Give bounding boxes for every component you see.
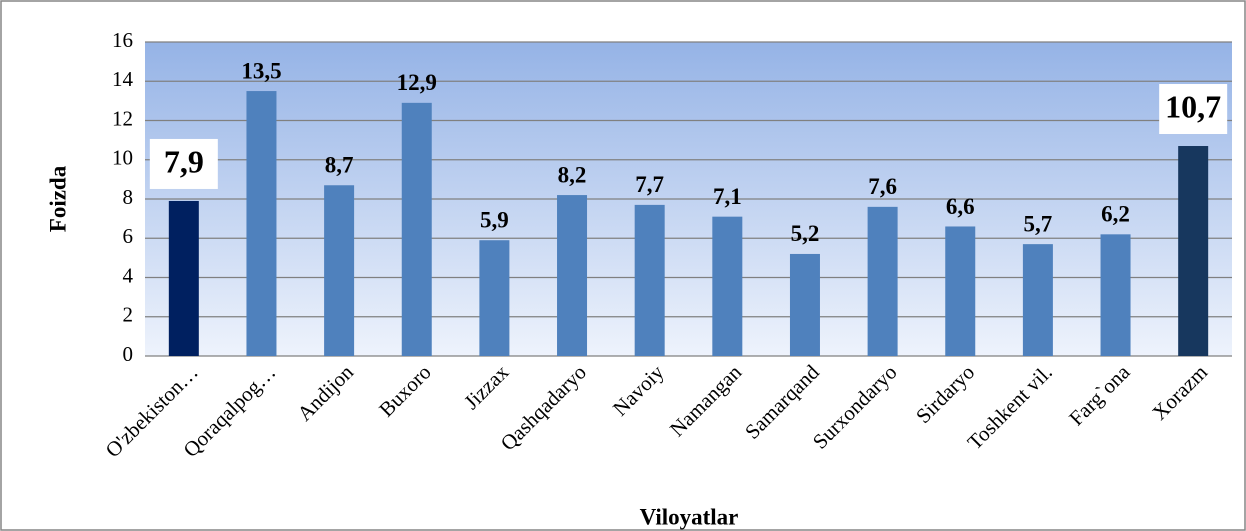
value-label: 8,7: [325, 153, 354, 178]
value-label: 7,7: [635, 172, 664, 197]
value-label: 7,9: [164, 143, 204, 179]
value-label: 6,2: [1101, 202, 1130, 227]
y-tick-label: 16: [112, 28, 133, 52]
y-tick-label: 0: [123, 342, 134, 366]
value-label: 7,6: [868, 174, 897, 199]
bar: [1022, 244, 1053, 356]
x-axis-title: Viloyatlar: [640, 504, 739, 529]
bar: [246, 91, 277, 356]
value-label: 13,5: [241, 58, 281, 83]
y-axis-title: Foizda: [45, 165, 70, 232]
value-label: 8,2: [558, 162, 587, 187]
y-tick-label: 2: [123, 303, 134, 327]
bar: [789, 253, 820, 356]
value-label: 6,6: [946, 194, 975, 219]
value-label: 12,9: [397, 70, 437, 95]
y-tick-label: 14: [112, 67, 134, 91]
bar: [479, 240, 510, 356]
bar: [1178, 146, 1209, 356]
value-label-box: [149, 138, 218, 189]
y-tick-label: 12: [112, 106, 133, 130]
bar: [324, 185, 355, 356]
value-label: 5,7: [1024, 211, 1053, 236]
bar: [168, 200, 199, 356]
bar: [867, 206, 898, 356]
y-tick-label: 10: [112, 146, 133, 170]
value-label-box: [1159, 84, 1228, 135]
value-label: 5,9: [480, 207, 509, 232]
value-label: 7,1: [713, 184, 742, 209]
bar: [712, 216, 743, 356]
y-tick-label: 8: [123, 185, 134, 209]
bar: [1100, 234, 1131, 356]
value-label: 10,7: [1165, 88, 1221, 124]
bar: [634, 204, 665, 356]
y-tick-label: 4: [123, 263, 134, 287]
value-label: 5,2: [791, 221, 820, 246]
y-tick-label: 6: [123, 224, 134, 248]
bar: [401, 102, 432, 357]
bar: [945, 226, 976, 356]
bar: [557, 195, 588, 356]
